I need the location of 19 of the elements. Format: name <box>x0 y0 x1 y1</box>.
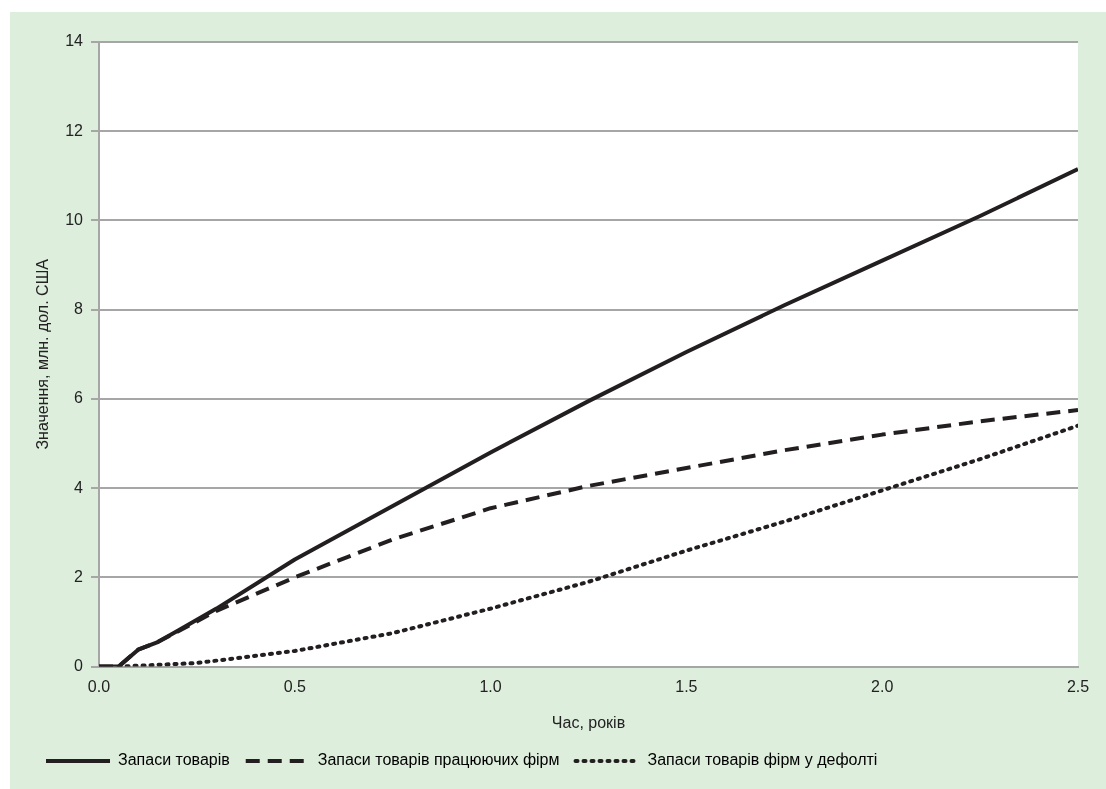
y-tick-label: 10 <box>65 210 84 228</box>
x-tick-label: 0.5 <box>283 677 307 695</box>
x-tick-label: 2.5 <box>1066 677 1090 695</box>
y-tick-label: 6 <box>74 389 84 407</box>
legend-label: Запаси товарів працюючих фірм <box>317 751 560 769</box>
y-tick-label: 8 <box>74 300 84 318</box>
y-tick-label: 4 <box>74 478 84 496</box>
y-tick-label: 2 <box>74 567 84 585</box>
y-tick-label: 12 <box>65 121 84 139</box>
x-tick-label: 2.0 <box>871 677 894 695</box>
x-tick-label: 0.0 <box>87 677 111 695</box>
legend-label: Запаси товарів <box>118 751 230 769</box>
y-tick-label: 0 <box>74 657 84 675</box>
x-tick-label: 1.0 <box>479 677 502 695</box>
y-tick-label: 14 <box>65 32 84 50</box>
x-axis-title: Час, років <box>551 713 626 731</box>
y-axis-title: Значення, млн. дол. США <box>34 258 52 450</box>
legend-label: Запаси товарів фірм у дефолті <box>647 751 878 769</box>
x-tick-label: 1.5 <box>675 677 698 695</box>
